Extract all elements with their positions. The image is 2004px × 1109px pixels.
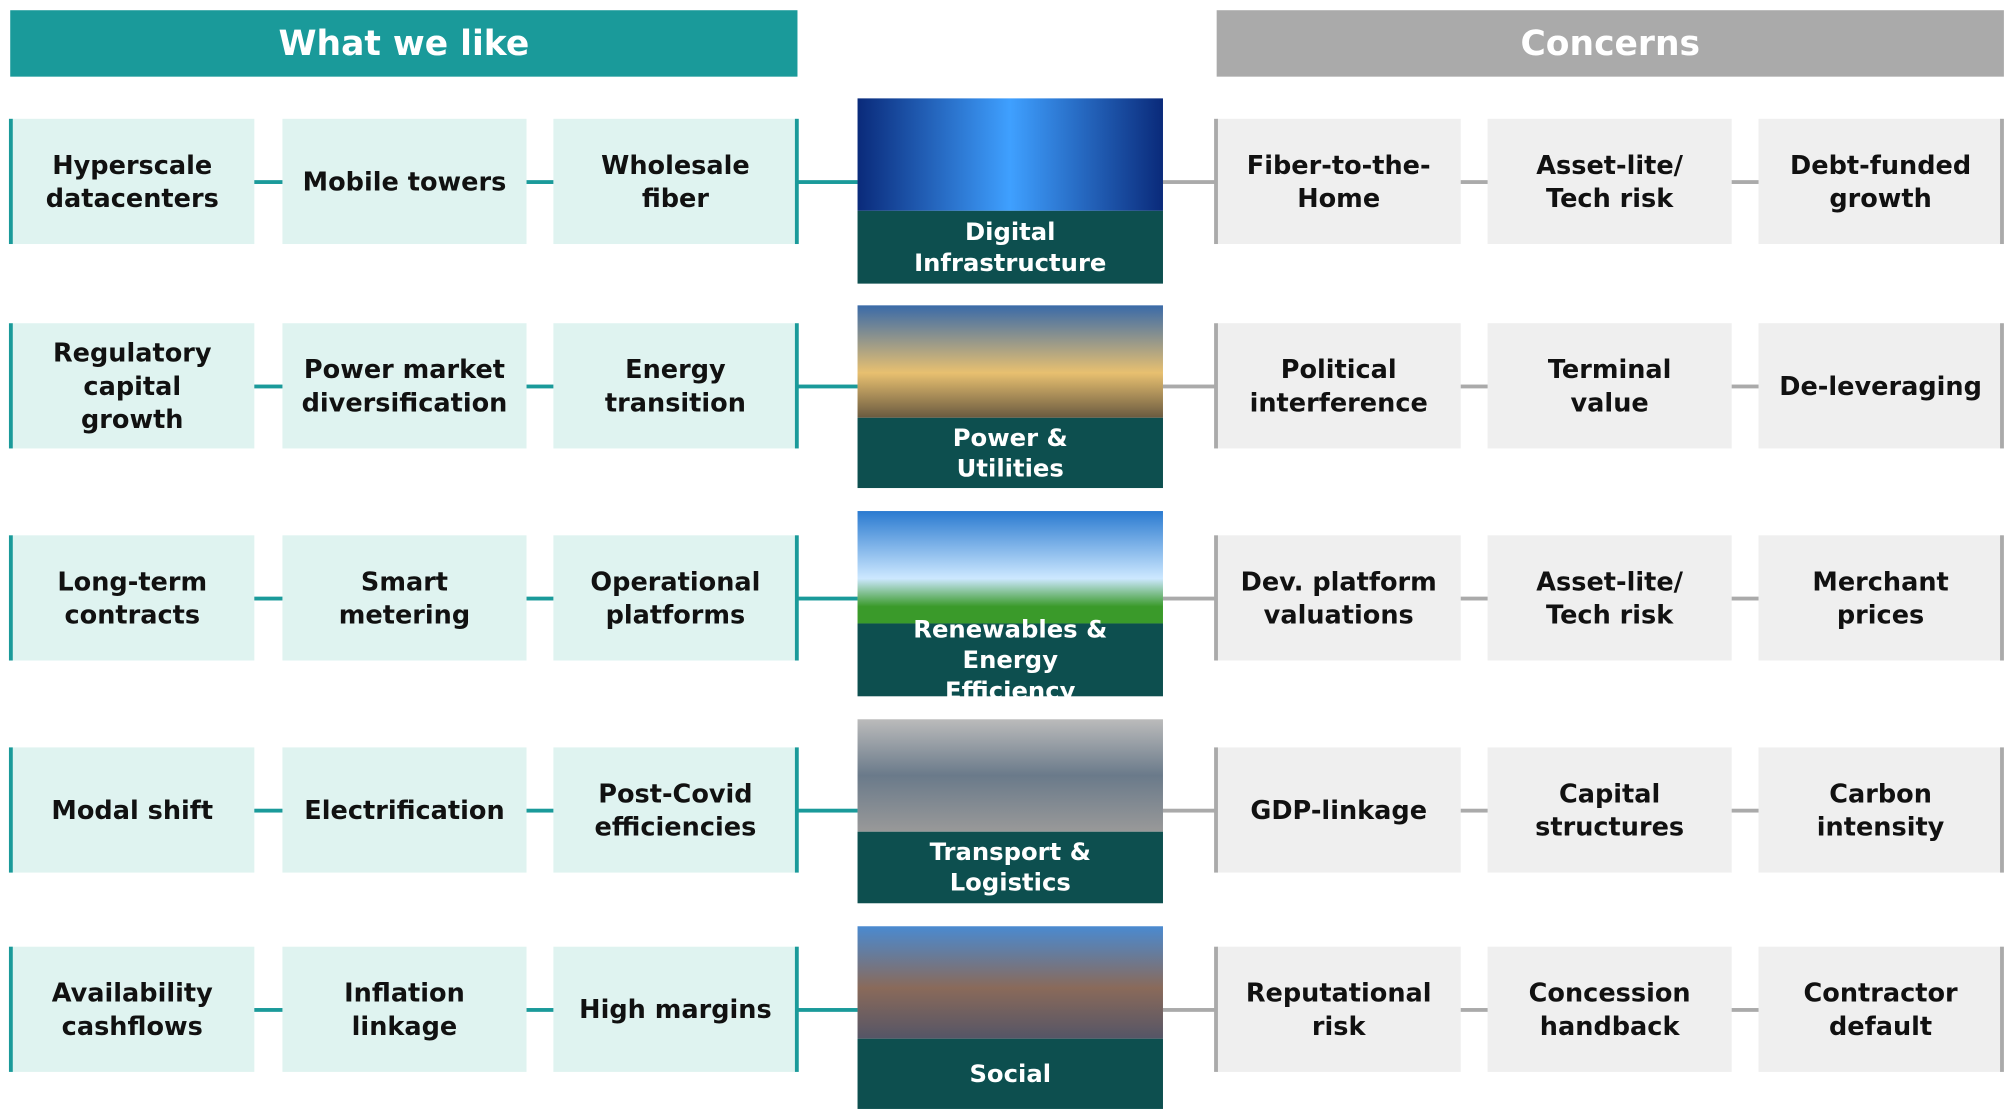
- sector-image: [857, 719, 1163, 832]
- concern-box: Merchant prices: [1758, 535, 2003, 661]
- concern-box: Dev. platform valuations: [1216, 535, 1461, 661]
- concern-box: Fiber-to-the-Home: [1216, 118, 1461, 245]
- concern-box: De-leveraging: [1758, 323, 2003, 449]
- border: [1214, 946, 1218, 1072]
- border: [794, 323, 799, 449]
- concern-box: GDP-linkage: [1216, 747, 1461, 873]
- like-box: Smart metering: [282, 535, 527, 661]
- sector-label: Transport & Logistics: [857, 831, 1163, 904]
- border: [1214, 747, 1218, 873]
- border: [2000, 535, 2004, 661]
- concern-box: Asset-lite/ Tech risk: [1487, 535, 1732, 661]
- border: [2000, 118, 2004, 245]
- border: [1214, 535, 1218, 661]
- border: [2000, 747, 2004, 873]
- border: [1214, 323, 1218, 449]
- concern-box: Political interference: [1216, 323, 1461, 449]
- like-box: Power market diversification: [282, 323, 527, 449]
- like-box: Hyperscale datacenters: [10, 118, 255, 245]
- like-box: Availability cashflows: [10, 946, 255, 1072]
- border: [2000, 323, 2004, 449]
- concern-box: Debt-funded growth: [1758, 118, 2003, 245]
- border: [794, 118, 799, 245]
- concern-box: Reputational risk: [1216, 946, 1461, 1072]
- like-box: Long-term contracts: [10, 535, 255, 661]
- sector-label: Social: [857, 1038, 1163, 1109]
- like-box: Wholesale fiber: [553, 118, 798, 245]
- like-box: Operational platforms: [553, 535, 798, 661]
- sector-image: [857, 511, 1163, 624]
- concern-box: Asset-lite/ Tech risk: [1487, 118, 1732, 245]
- sector-label: Renewables & Energy Efficiency: [857, 615, 1163, 705]
- border: [8, 535, 13, 661]
- like-box: Post-Covid efficiencies: [553, 747, 798, 873]
- border: [8, 118, 13, 245]
- border: [794, 747, 799, 873]
- like-box: Modal shift: [10, 747, 255, 873]
- border: [794, 535, 799, 661]
- sector-label: Digital Infrastructure: [857, 210, 1163, 284]
- concern-box: Terminal value: [1487, 323, 1732, 449]
- sector-image: [857, 926, 1163, 1039]
- sector-image: [857, 305, 1163, 418]
- concern-box: Capital structures: [1487, 747, 1732, 873]
- border: [794, 946, 799, 1072]
- border: [1214, 118, 1218, 245]
- like-box: Energy transition: [553, 323, 798, 449]
- concern-box: Contractor default: [1758, 946, 2003, 1072]
- likes-header: What we like: [10, 10, 798, 77]
- like-box: High margins: [553, 946, 798, 1072]
- like-box: Inflation linkage: [282, 946, 527, 1072]
- border: [8, 946, 13, 1072]
- like-box: Electrification: [282, 747, 527, 873]
- sector-image: [857, 98, 1163, 211]
- concerns-header: Concerns: [1216, 10, 2004, 77]
- concern-box: Concession handback: [1487, 946, 1732, 1072]
- border: [8, 323, 13, 449]
- border: [2000, 946, 2004, 1072]
- concern-box: Carbon intensity: [1758, 747, 2003, 873]
- sector-label: Power & Utilities: [857, 417, 1163, 489]
- border: [8, 747, 13, 873]
- like-box: Regulatory capital growth: [10, 323, 255, 449]
- like-box: Mobile towers: [282, 118, 527, 245]
